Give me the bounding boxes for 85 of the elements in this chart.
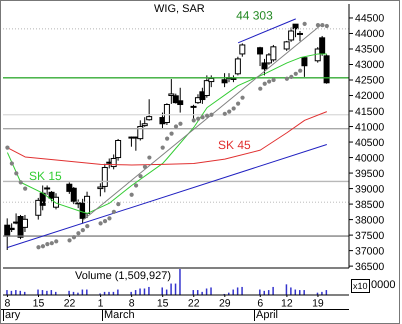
point [316,22,320,28]
x-tick-label: 8 [4,297,11,310]
point [232,106,236,111]
x-tick-label: 12 [281,297,293,310]
point [227,110,232,114]
y-tick-label: 37500 [355,230,384,242]
y-tick-label: 41500 [355,106,384,118]
candlestick [70,186,77,205]
point [54,239,58,244]
candlestick [239,42,246,58]
point [23,186,28,191]
point [192,118,196,122]
candlestick [234,56,241,76]
point [258,86,262,91]
point [294,72,298,76]
y-tick-label: 41000 [355,121,384,134]
point [72,235,76,240]
text: April [254,309,278,321]
annotation: Volume (1,509,927) [75,270,172,282]
text: March [102,309,135,321]
point [18,180,23,184]
y-tick-label: 39500 [355,168,384,180]
point [85,224,90,228]
point [40,244,46,248]
point [10,161,14,166]
series-label: SK 15 [29,169,62,183]
x-tick-label: 1 [98,297,104,310]
point [196,116,200,121]
point [204,114,210,118]
point [267,79,272,84]
x-tick-label: 22 [188,297,200,310]
y-tick-label: 42000 [355,90,384,102]
y-tick-label: 39000 [355,183,384,196]
point [284,76,290,81]
point [5,146,10,150]
candlestick [4,218,10,251]
y-tick-label: 36500 [355,260,384,273]
y-tick-label: 44000 [355,28,384,40]
text: 0000 [371,279,396,291]
y-tick-label: 38000 [355,214,384,226]
point [289,74,294,80]
y-tick-label: 40000 [355,152,384,164]
y-tick-label: 37000 [355,245,384,258]
y-tick-label: 44500 [355,12,384,25]
chart-title: WIG, SAR [154,3,205,15]
point [324,24,329,28]
text: x10 [351,279,370,293]
point [80,228,85,232]
x-tick-label: 8 [128,297,135,310]
x-tick-label: 19 [312,297,324,310]
y-tick-label: 38500 [355,198,384,211]
point [320,22,324,28]
x-tick-label: 29 [218,297,231,310]
y-tick-label: 43000 [355,59,384,72]
point [271,78,276,82]
point [200,115,205,120]
series-label: SK 45 [218,138,251,152]
candlestick [296,30,303,42]
annotation: 44 303 [236,8,274,22]
candlestick [270,44,276,62]
point [209,112,214,117]
candlestick [222,72,228,88]
candlestick [257,46,264,67]
x-tick-label: 22 [64,297,76,310]
y-tick-label: 43500 [355,44,384,56]
x-tick-label: 15 [156,297,169,310]
point [36,245,41,250]
point [50,241,54,246]
y-tick-label: 40500 [355,136,384,149]
point [262,82,267,86]
point [298,68,302,73]
point [45,242,50,246]
x-tick-label: 6 [257,297,264,310]
y-tick-label: 42500 [355,74,384,87]
text: ary [3,309,20,321]
point [76,231,81,236]
point [240,96,245,100]
candlestick [301,56,308,78]
candlestick [190,104,197,121]
x-tick-label: 15 [32,297,44,310]
point [67,238,72,242]
point [14,171,18,176]
point [222,112,227,116]
point [302,22,307,26]
point [236,101,240,106]
